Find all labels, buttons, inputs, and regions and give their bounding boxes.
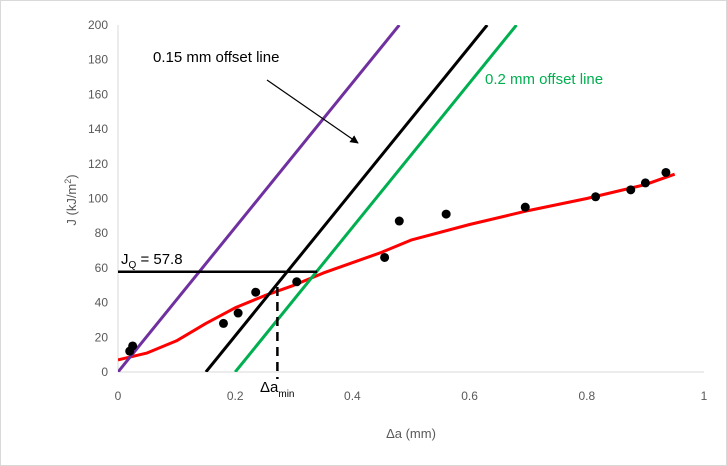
- y-axis-label-end: ): [64, 174, 79, 178]
- data-point: [380, 252, 390, 262]
- delta-a-min-label: Δamin: [260, 379, 295, 400]
- x-tick-label: 0.8: [578, 389, 595, 403]
- jq-label-value: = 57.8: [136, 251, 182, 268]
- data-point: [128, 341, 138, 351]
- blunting-line: [118, 25, 401, 372]
- axes: [117, 25, 704, 373]
- offset-02-line: [234, 25, 518, 372]
- y-tick-label: 180: [88, 53, 108, 67]
- y-tick-label: 200: [88, 18, 108, 32]
- y-axis-label: J (kJ/m2): [63, 174, 79, 225]
- y-tick-label: 0: [101, 365, 108, 379]
- data-point: [640, 178, 650, 188]
- x-tick-labels: 0 0.2 0.4 0.6 0.8 1: [115, 389, 708, 403]
- x-tick-label: 0: [115, 389, 122, 403]
- jq-label-sub: Q: [129, 260, 137, 271]
- delta-a-min-sub: min: [278, 389, 294, 400]
- jq-label-prefix: J: [121, 251, 129, 268]
- y-tick-label: 140: [88, 122, 108, 136]
- y-tick-label: 160: [88, 87, 108, 101]
- offset-015-line: [204, 25, 489, 372]
- offset-015-arrow: [266, 79, 359, 144]
- data-point: [233, 308, 243, 318]
- power-law-fit-line: [118, 172, 676, 362]
- data-point: [661, 167, 671, 177]
- y-axis-label-sup: 2: [63, 179, 73, 184]
- jq-label: JQ = 57.8: [121, 251, 183, 271]
- y-tick-label: 120: [88, 157, 108, 171]
- x-tick-label: 0.6: [461, 389, 478, 403]
- y-tick-label: 60: [95, 261, 109, 275]
- data-point: [251, 287, 261, 297]
- y-tick-label: 20: [95, 330, 109, 344]
- y-tick-labels: 0 20 40 60 80 100 120 140 160 180 200: [88, 18, 108, 379]
- offset-015-label: 0.15 mm offset line: [153, 49, 279, 66]
- x-tick-label: 0.4: [344, 389, 361, 403]
- y-axis-label-main: J (kJ/m: [64, 184, 79, 226]
- data-point: [520, 202, 530, 212]
- series-layer: [118, 25, 676, 372]
- delta-a-min-prefix: Δa: [260, 379, 279, 396]
- data-point: [441, 209, 451, 219]
- data-point: [394, 216, 404, 226]
- offset-02-label: 0.2 mm offset line: [485, 71, 603, 88]
- y-tick-label: 80: [95, 226, 109, 240]
- points-layer: [125, 167, 671, 356]
- y-tick-label: 100: [88, 192, 108, 206]
- x-tick-label: 1: [701, 389, 708, 403]
- y-tick-label: 40: [95, 296, 109, 310]
- data-point: [218, 318, 228, 328]
- data-point: [591, 192, 601, 202]
- x-tick-label: 0.2: [227, 389, 244, 403]
- data-point: [292, 277, 302, 287]
- x-axis-label: Δa (mm): [386, 426, 436, 441]
- data-point: [626, 185, 636, 195]
